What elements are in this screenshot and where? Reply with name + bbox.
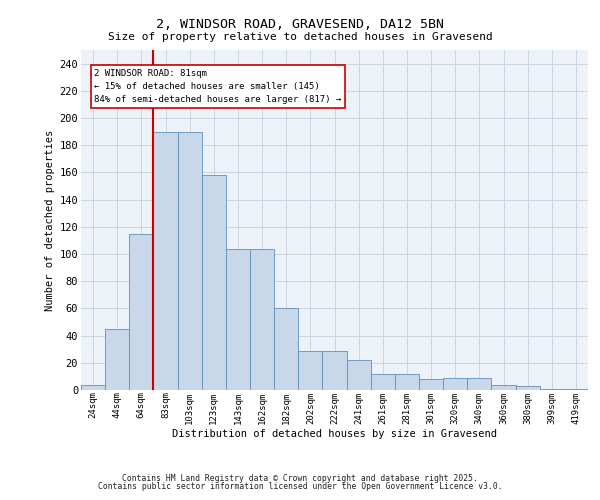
Bar	[274, 308, 298, 390]
X-axis label: Distribution of detached houses by size in Gravesend: Distribution of detached houses by size …	[172, 429, 497, 439]
Bar	[226, 248, 250, 390]
Bar	[467, 378, 491, 390]
Bar	[105, 329, 129, 390]
Bar	[419, 379, 443, 390]
Text: Size of property relative to detached houses in Gravesend: Size of property relative to detached ho…	[107, 32, 493, 42]
Bar	[564, 388, 588, 390]
Bar	[178, 132, 202, 390]
Text: 2 WINDSOR ROAD: 81sqm
← 15% of detached houses are smaller (145)
84% of semi-det: 2 WINDSOR ROAD: 81sqm ← 15% of detached …	[94, 69, 341, 104]
Bar	[395, 374, 419, 390]
Bar	[202, 175, 226, 390]
Bar	[491, 384, 515, 390]
Bar	[129, 234, 154, 390]
Bar	[515, 386, 540, 390]
Bar	[250, 248, 274, 390]
Text: Contains HM Land Registry data © Crown copyright and database right 2025.: Contains HM Land Registry data © Crown c…	[122, 474, 478, 483]
Bar	[347, 360, 371, 390]
Bar	[298, 350, 322, 390]
Bar	[81, 384, 105, 390]
Bar	[540, 388, 564, 390]
Bar	[322, 350, 347, 390]
Bar	[154, 132, 178, 390]
Text: 2, WINDSOR ROAD, GRAVESEND, DA12 5BN: 2, WINDSOR ROAD, GRAVESEND, DA12 5BN	[156, 18, 444, 30]
Y-axis label: Number of detached properties: Number of detached properties	[46, 130, 55, 310]
Bar	[371, 374, 395, 390]
Bar	[443, 378, 467, 390]
Text: Contains public sector information licensed under the Open Government Licence v3: Contains public sector information licen…	[98, 482, 502, 491]
